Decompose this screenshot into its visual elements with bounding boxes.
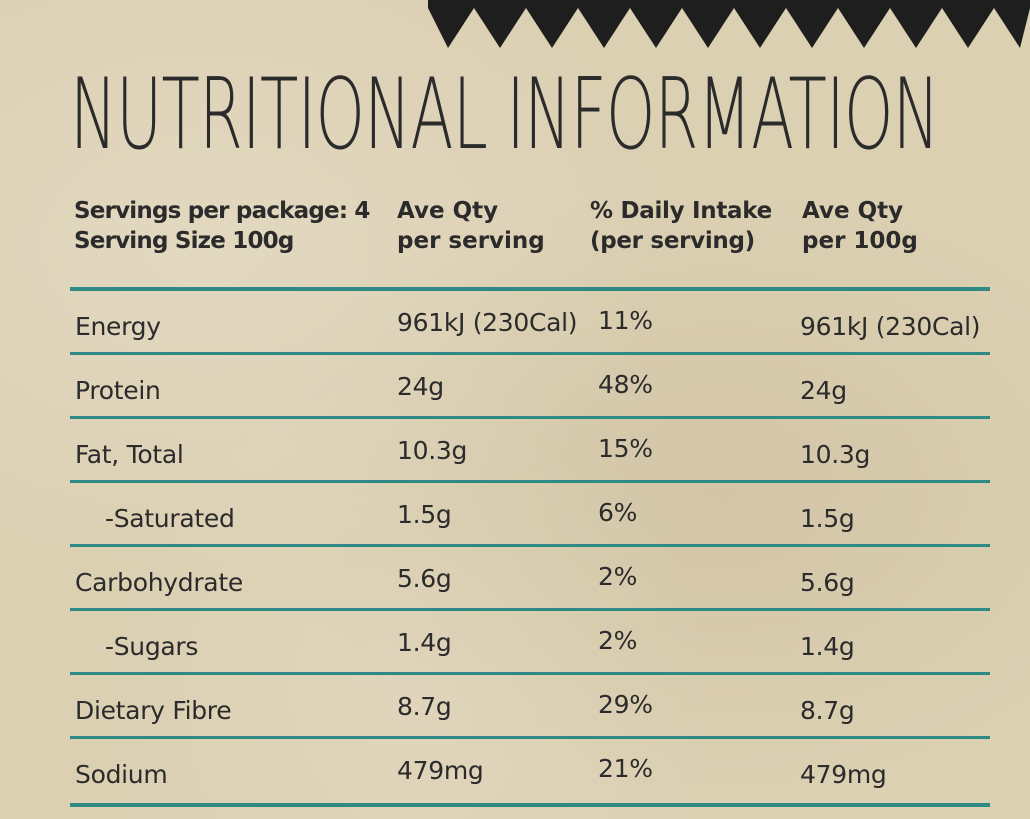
per-100g-value: 1.4g — [800, 632, 855, 661]
daily-intake-value: 48% — [598, 370, 653, 399]
per-serving-value: 1.4g — [397, 628, 452, 657]
table-row-saturated: -Saturated 1.5g 6% 1.5g — [0, 482, 1030, 546]
table-divider — [70, 416, 990, 419]
zigzag-border — [428, 0, 1030, 48]
column-header-per-100g-line1: Ave Qty — [802, 198, 904, 224]
per-serving-value: 5.6g — [397, 564, 452, 593]
table-row-sugars: -Sugars 1.4g 2% 1.4g — [0, 610, 1030, 674]
nutrient-name: Energy — [75, 312, 161, 341]
table-divider — [70, 736, 990, 739]
per-serving-value: 24g — [397, 372, 444, 401]
daily-intake-value: 15% — [598, 434, 653, 463]
column-header-per-100g-line2: per 100g — [802, 228, 918, 254]
table-row-protein: Protein 24g 48% 24g — [0, 354, 1030, 418]
table-divider — [70, 803, 990, 807]
daily-intake-value: 21% — [598, 754, 653, 783]
daily-intake-value: 11% — [598, 306, 653, 335]
serving-size: Serving Size 100g — [74, 228, 294, 254]
table-row-carbohydrate: Carbohydrate 5.6g 2% 5.6g — [0, 546, 1030, 610]
per-100g-value: 8.7g — [800, 696, 855, 725]
table-row-dietary-fibre: Dietary Fibre 8.7g 29% 8.7g — [0, 674, 1030, 738]
table-row-energy: Energy 961kJ (230Cal) 11% 961kJ (230Cal) — [0, 290, 1030, 354]
per-serving-value: 8.7g — [397, 692, 452, 721]
page-title: NUTRITIONAL INFORMATION — [70, 58, 940, 172]
nutrient-name: Protein — [75, 376, 161, 405]
nutrient-name: -Sugars — [105, 632, 199, 661]
servings-per-package: Servings per package: 4 — [74, 198, 370, 224]
daily-intake-value: 6% — [598, 498, 638, 527]
column-header-per-100g: Ave Qty per 100g — [802, 196, 918, 256]
per-100g-value: 5.6g — [800, 568, 855, 597]
table-divider — [70, 480, 990, 483]
table-divider — [70, 608, 990, 611]
per-100g-value: 1.5g — [800, 504, 855, 533]
column-header-daily-intake: % Daily Intake (per serving) — [590, 196, 772, 256]
nutrient-name: Fat, Total — [75, 440, 184, 469]
per-100g-value: 479mg — [800, 760, 887, 789]
per-100g-value: 10.3g — [800, 440, 871, 469]
table-row-fat-total: Fat, Total 10.3g 15% 10.3g — [0, 418, 1030, 482]
per-serving-value: 1.5g — [397, 500, 452, 529]
column-header-per-serving: Ave Qty per serving — [397, 196, 545, 256]
nutrient-name: -Saturated — [105, 504, 235, 533]
table-divider — [70, 672, 990, 675]
per-100g-value: 961kJ (230Cal) — [800, 312, 981, 341]
nutrient-name: Sodium — [75, 760, 168, 789]
column-header-per-serving-line2: per serving — [397, 228, 545, 254]
per-serving-value: 10.3g — [397, 436, 468, 465]
table-divider — [70, 287, 990, 291]
table-divider — [70, 544, 990, 547]
column-header-daily-intake-line1: % Daily Intake — [590, 198, 772, 224]
per-serving-value: 479mg — [397, 756, 484, 785]
table-divider — [70, 352, 990, 355]
per-100g-value: 24g — [800, 376, 847, 405]
daily-intake-value: 2% — [598, 626, 638, 655]
nutrient-name: Carbohydrate — [75, 568, 243, 597]
daily-intake-value: 29% — [598, 690, 653, 719]
column-header-per-serving-line1: Ave Qty — [397, 198, 499, 224]
per-serving-value: 961kJ (230Cal) — [397, 308, 578, 337]
column-header-daily-intake-line2: (per serving) — [590, 228, 755, 254]
servings-header: Servings per package: 4 Serving Size 100… — [74, 196, 370, 256]
nutrient-name: Dietary Fibre — [75, 696, 232, 725]
daily-intake-value: 2% — [598, 562, 638, 591]
table-row-sodium: Sodium 479mg 21% 479mg — [0, 738, 1030, 802]
